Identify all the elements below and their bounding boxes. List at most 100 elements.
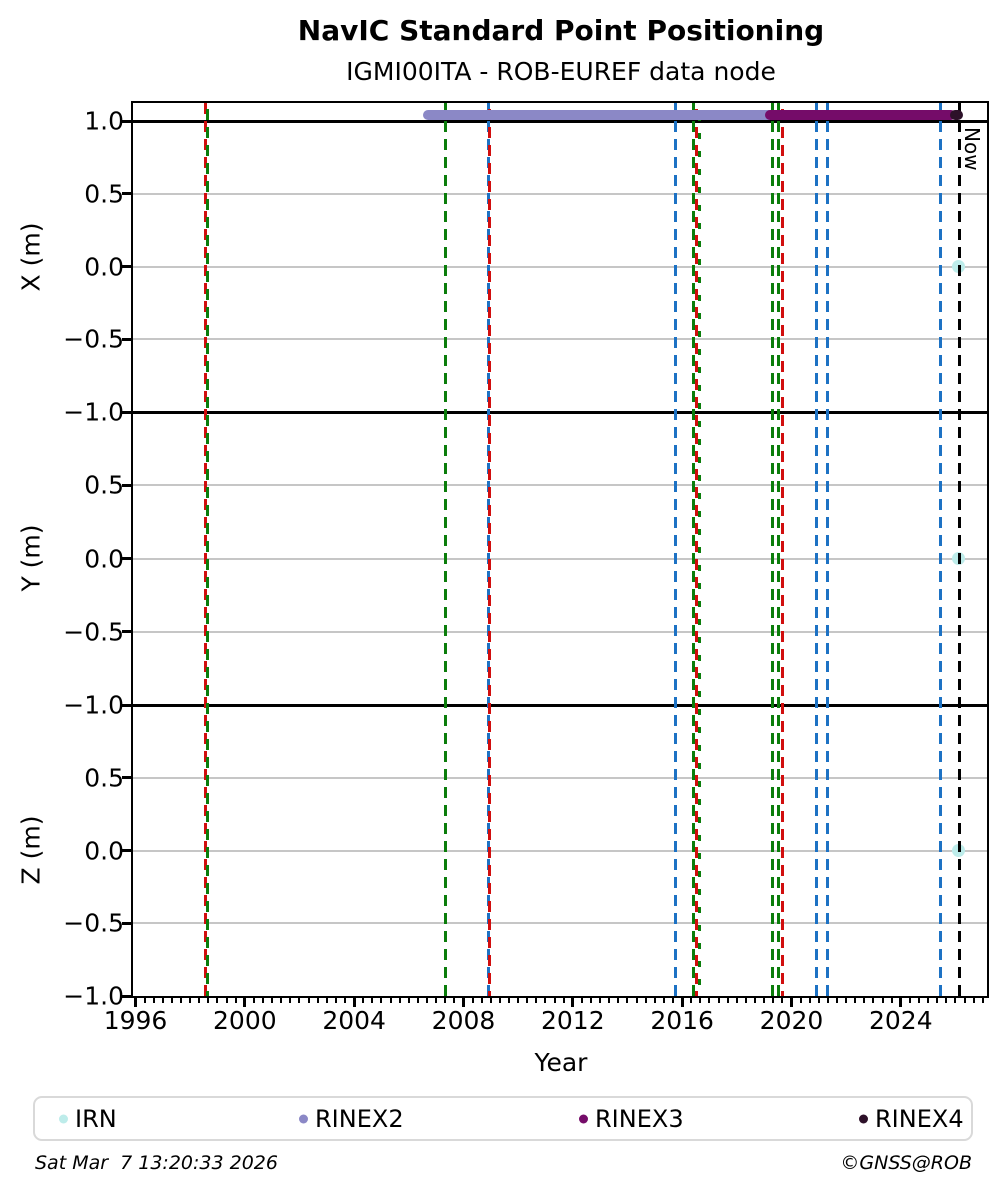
- x-tick-minor: [644, 998, 647, 1003]
- x-tick-minor: [662, 998, 665, 1003]
- x-tick-minor: [927, 998, 930, 1003]
- x-tick-minor: [817, 998, 820, 1003]
- x-tick-minor: [180, 998, 183, 1003]
- x-tick-minor: [881, 998, 884, 1003]
- y-tick: [122, 776, 131, 780]
- x-tick-minor: [872, 998, 875, 1003]
- y-tick-label: 0.0: [84, 836, 124, 865]
- gridline: [133, 630, 987, 633]
- chart-subtitle: IGMI00ITA - ROB-EUREF data node: [346, 57, 776, 86]
- legend-label: RINEX3: [595, 1105, 684, 1133]
- legend-label: IRN: [75, 1105, 117, 1133]
- x-tick-minor: [535, 998, 538, 1003]
- x-tick-minor: [963, 998, 966, 1003]
- plot-spine-right: [987, 101, 989, 998]
- x-tick-minor: [262, 998, 265, 1003]
- rinex3-legend-marker: [579, 1114, 588, 1124]
- x-tick-minor: [972, 998, 975, 1003]
- y-tick-label: −0.5: [63, 617, 124, 647]
- x-tick-minor: [690, 998, 693, 1003]
- x-tick-label: 2020: [759, 1006, 824, 1035]
- reference-line: [133, 119, 987, 123]
- vertical-event-line: [780, 103, 784, 996]
- vertical-event-line: [777, 103, 781, 996]
- x-tick-major: [134, 998, 137, 1007]
- x-tick-minor: [170, 998, 173, 1003]
- vertical-event-line: [770, 103, 774, 996]
- x-tick-minor: [908, 998, 911, 1003]
- x-tick-minor: [653, 998, 656, 1003]
- x-tick-minor: [863, 998, 866, 1003]
- x-tick-minor: [735, 998, 738, 1003]
- x-tick-minor: [517, 998, 520, 1003]
- vertical-event-line: [486, 103, 490, 996]
- x-tick-minor: [744, 998, 747, 1003]
- x-tick-minor: [945, 998, 948, 1003]
- y-tick-label: 0.0: [84, 252, 124, 282]
- y-tick-label: −0.5: [63, 908, 124, 938]
- x-tick-minor: [726, 998, 729, 1003]
- x-tick-minor: [717, 998, 720, 1003]
- rinex2-band: [422, 109, 782, 120]
- y-tick-label: 0.5: [84, 470, 124, 500]
- y-tick: [122, 849, 131, 852]
- x-tick-minor: [398, 998, 401, 1003]
- vertical-event-line: [674, 103, 678, 996]
- x-tick-major: [571, 998, 575, 1007]
- y-tick: [122, 630, 131, 634]
- y-tick: [122, 410, 131, 414]
- timestamp: Sat Mar 7 13:20:33 2026: [35, 1152, 278, 1174]
- x-tick-minor: [444, 998, 447, 1003]
- y-tick: [122, 483, 131, 487]
- vertical-event-line: [814, 103, 818, 996]
- y-tick-label: 1.0: [84, 106, 124, 136]
- y-tick-label: 0.5: [84, 179, 124, 209]
- y-tick: [122, 337, 131, 341]
- x-tick-minor: [289, 998, 292, 1003]
- reference-line: [133, 410, 987, 414]
- x-tick-minor: [407, 998, 410, 1003]
- rinex4-legend-marker: [859, 1114, 868, 1124]
- y-tick-label: −1.0: [63, 690, 124, 720]
- x-tick-minor: [590, 998, 593, 1003]
- x-tick-minor: [498, 998, 501, 1003]
- x-tick-label: 1996: [103, 1006, 168, 1035]
- rinex3-band: [765, 109, 957, 120]
- x-tick-minor: [781, 998, 784, 1003]
- gridline: [133, 776, 987, 779]
- x-tick-major: [461, 998, 465, 1007]
- y-tick-label: −1.0: [63, 981, 124, 1011]
- gridline: [133, 922, 987, 925]
- x-tick-minor: [699, 998, 702, 1003]
- x-tick-minor: [416, 998, 419, 1003]
- gridline: [133, 484, 987, 487]
- x-tick-minor: [426, 998, 429, 1003]
- gridline: [133, 557, 987, 560]
- y-tick: [122, 119, 131, 123]
- x-tick-minor: [635, 998, 638, 1003]
- y-axis-label-x: X (m): [16, 222, 46, 292]
- x-tick-minor: [936, 998, 939, 1003]
- x-tick-minor: [599, 998, 602, 1003]
- y-axis-label-y: Y (m): [16, 524, 46, 592]
- x-tick-minor: [772, 998, 775, 1003]
- x-tick-minor: [672, 998, 675, 1003]
- x-tick-major: [243, 998, 247, 1007]
- x-tick-label: 2000: [213, 1006, 277, 1035]
- x-axis-label: Year: [534, 1048, 588, 1077]
- x-tick-minor: [252, 998, 255, 1003]
- vertical-event-line: [697, 103, 701, 996]
- x-tick-minor: [836, 998, 839, 1003]
- plot-spine-bottom: [131, 996, 989, 998]
- x-tick-major: [352, 998, 356, 1007]
- x-tick-minor: [471, 998, 474, 1003]
- x-tick-minor: [344, 998, 347, 1003]
- vertical-event-line: [443, 103, 447, 996]
- gridline: [133, 265, 987, 268]
- x-tick-minor: [799, 998, 802, 1003]
- plot-spine-top: [131, 101, 989, 103]
- vertical-event-line: [203, 103, 207, 996]
- y-tick-label: 0.0: [84, 544, 124, 573]
- x-tick-minor: [526, 998, 529, 1003]
